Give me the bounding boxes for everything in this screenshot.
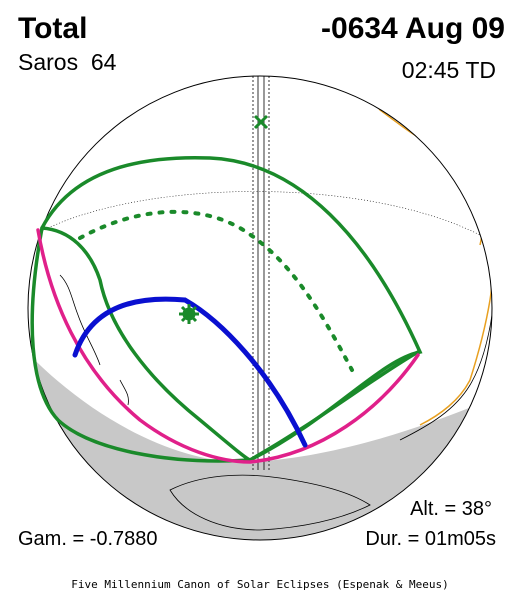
rise-set-curve-right	[248, 350, 420, 462]
penumbra-outline	[30, 155, 423, 463]
credit: Five Millennium Canon of Solar Eclipses …	[71, 578, 449, 591]
rise-set-curve	[40, 226, 252, 462]
sub-solar-marker	[253, 114, 269, 130]
duration: Dur. = 01m05s	[365, 528, 496, 550]
eclipse-type: Total	[18, 12, 87, 45]
central-path	[72, 296, 308, 448]
horizon-arc	[39, 191, 481, 236]
limit-curve	[36, 228, 420, 464]
gamma: Gam. = -0.7880	[18, 528, 158, 550]
altitude: Alt. = 38°	[410, 498, 492, 520]
saros: Saros 64	[18, 49, 117, 75]
time: 02:45 TD	[402, 57, 496, 83]
meridians	[252, 76, 270, 470]
eclipse-date: -0634 Aug 09	[321, 12, 505, 45]
globe-outline	[27, 75, 493, 541]
max-eclipse-marker	[179, 304, 199, 324]
max-eclipse-curve	[78, 209, 354, 372]
